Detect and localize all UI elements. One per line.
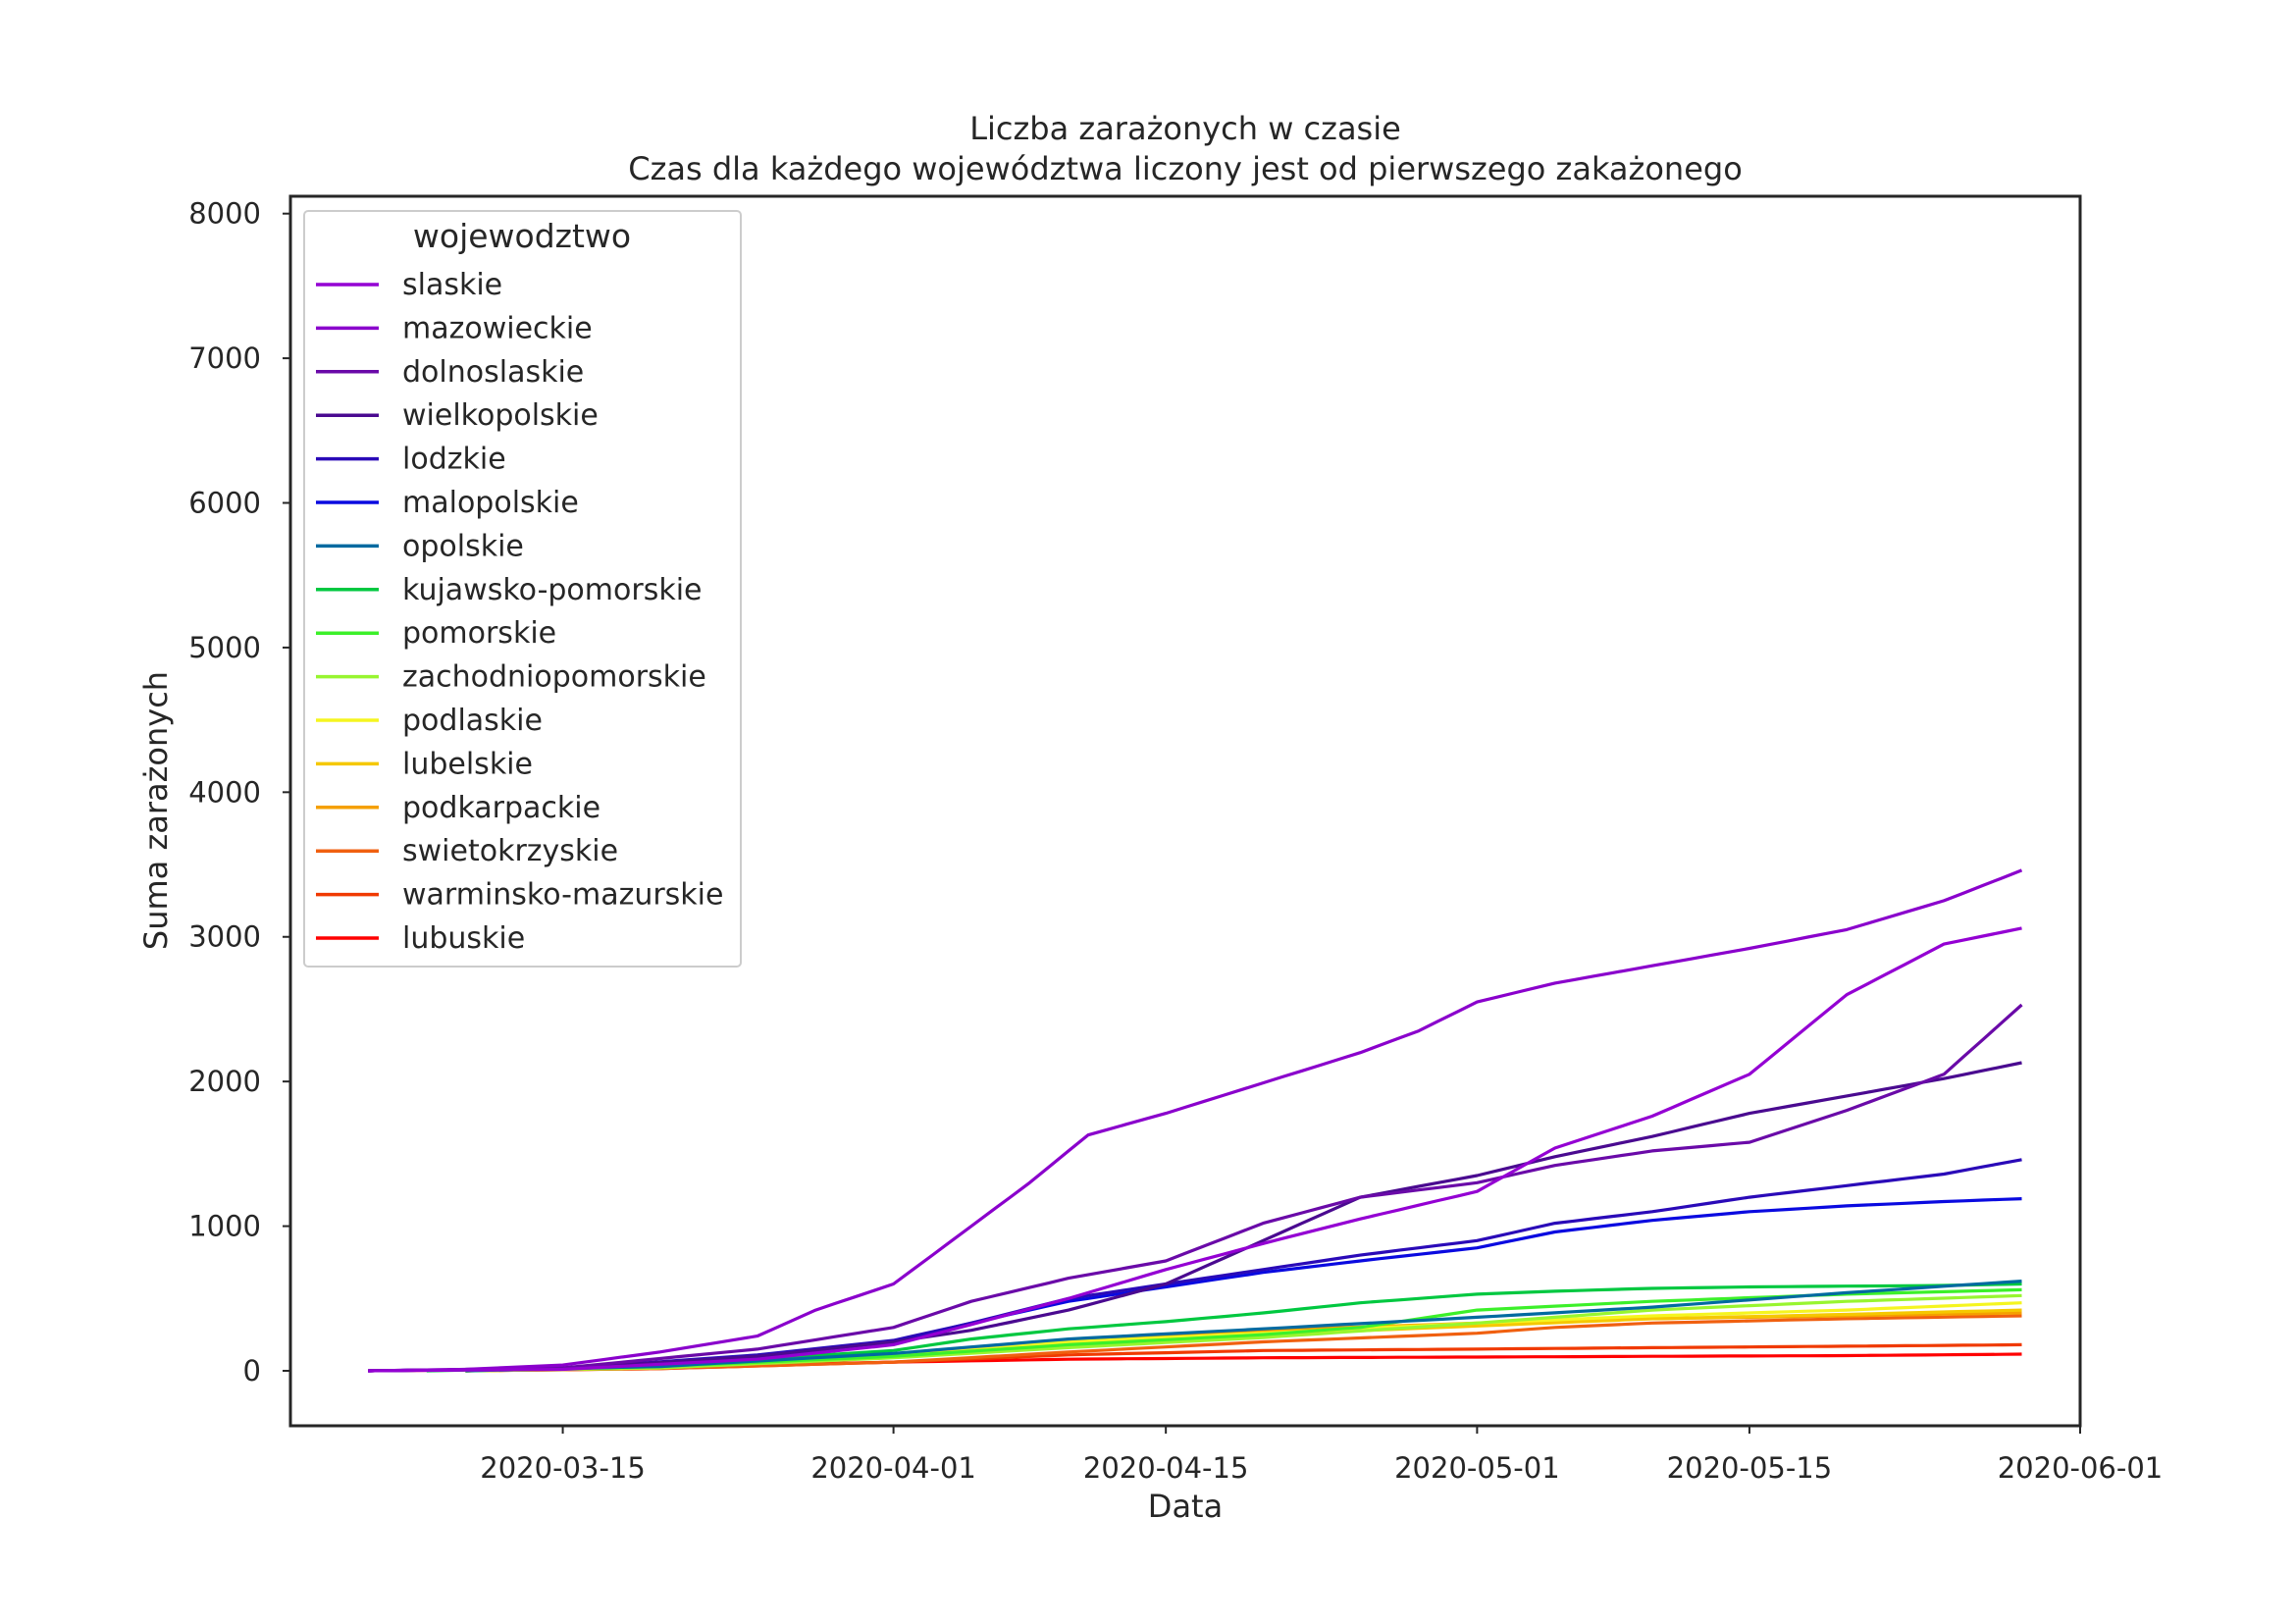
series-line-opolskie [465, 1280, 2022, 1373]
legend-label: lubuskie [402, 921, 525, 956]
legend-title: wojewodztwo [413, 217, 631, 255]
y-tick-label: 5000 [188, 631, 261, 664]
series-line-wielkopolskie [368, 1061, 2022, 1373]
legend-box [303, 210, 742, 968]
legend-items: slaskie mazowieckie dolnoslaskie wielkopols… [316, 268, 723, 956]
legend-label: swietokrzyskie [402, 834, 618, 868]
x-tick-label: 2020-04-01 [810, 1451, 976, 1485]
axis-ticks: 2020-03-15 2020-04-01 2020-04-15 2020-05-01… [188, 197, 2163, 1485]
legend-label: wielkopolskie [402, 398, 599, 433]
y-axis-label: Suma zarażonych [137, 671, 175, 950]
x-tick-label: 2020-06-01 [1998, 1451, 2164, 1485]
series-line-slaskie [368, 926, 2022, 1373]
series-line-dolnoslaskie [368, 1003, 2023, 1373]
y-tick-label: 2000 [188, 1065, 261, 1098]
series-line-swietokrzyskie [465, 1314, 2022, 1373]
y-tick-label: 0 [243, 1354, 261, 1387]
legend-label: malopolskie [402, 486, 579, 520]
legend-label: podlaskie [402, 704, 543, 738]
legend-label: zachodniopomorskie [402, 660, 706, 695]
chart-subtitle: Czas dla każdego województwa liczony jes… [628, 150, 1743, 187]
legend-label: slaskie [402, 268, 502, 302]
chart-title: Liczba zarażonych w czasie [969, 110, 1401, 147]
y-tick-label: 3000 [188, 920, 261, 954]
legend-label: lodzkie [402, 443, 506, 477]
x-tick-label: 2020-05-01 [1394, 1451, 1560, 1485]
y-tick-label: 8000 [188, 197, 261, 231]
x-tick-label: 2020-04-15 [1083, 1451, 1249, 1485]
y-tick-label: 7000 [188, 341, 261, 375]
x-tick-label: 2020-03-15 [480, 1451, 646, 1485]
legend: wojewodztwo slaskie mazowieckie dolnoslask… [303, 210, 742, 968]
series-layer [368, 868, 2023, 1373]
legend-label: kujawsko-pomorskie [402, 573, 703, 607]
legend-label: podkarpackie [402, 791, 600, 825]
y-tick-label: 4000 [188, 775, 261, 809]
x-tick-label: 2020-05-15 [1667, 1451, 1833, 1485]
legend-label: lubelskie [402, 747, 533, 781]
plot-frame [288, 194, 2082, 1428]
legend-label: warminsko-mazurskie [402, 878, 723, 913]
legend-label: mazowieckie [402, 311, 593, 345]
series-line-mazowieckie [368, 868, 2023, 1373]
y-tick-label: 6000 [188, 487, 261, 520]
legend-label: opolskie [402, 529, 524, 563]
legend-label: pomorskie [402, 616, 556, 651]
x-axis-label: Data [1148, 1488, 1223, 1525]
y-tick-label: 1000 [188, 1210, 261, 1243]
legend-label: dolnoslaskie [402, 355, 584, 390]
